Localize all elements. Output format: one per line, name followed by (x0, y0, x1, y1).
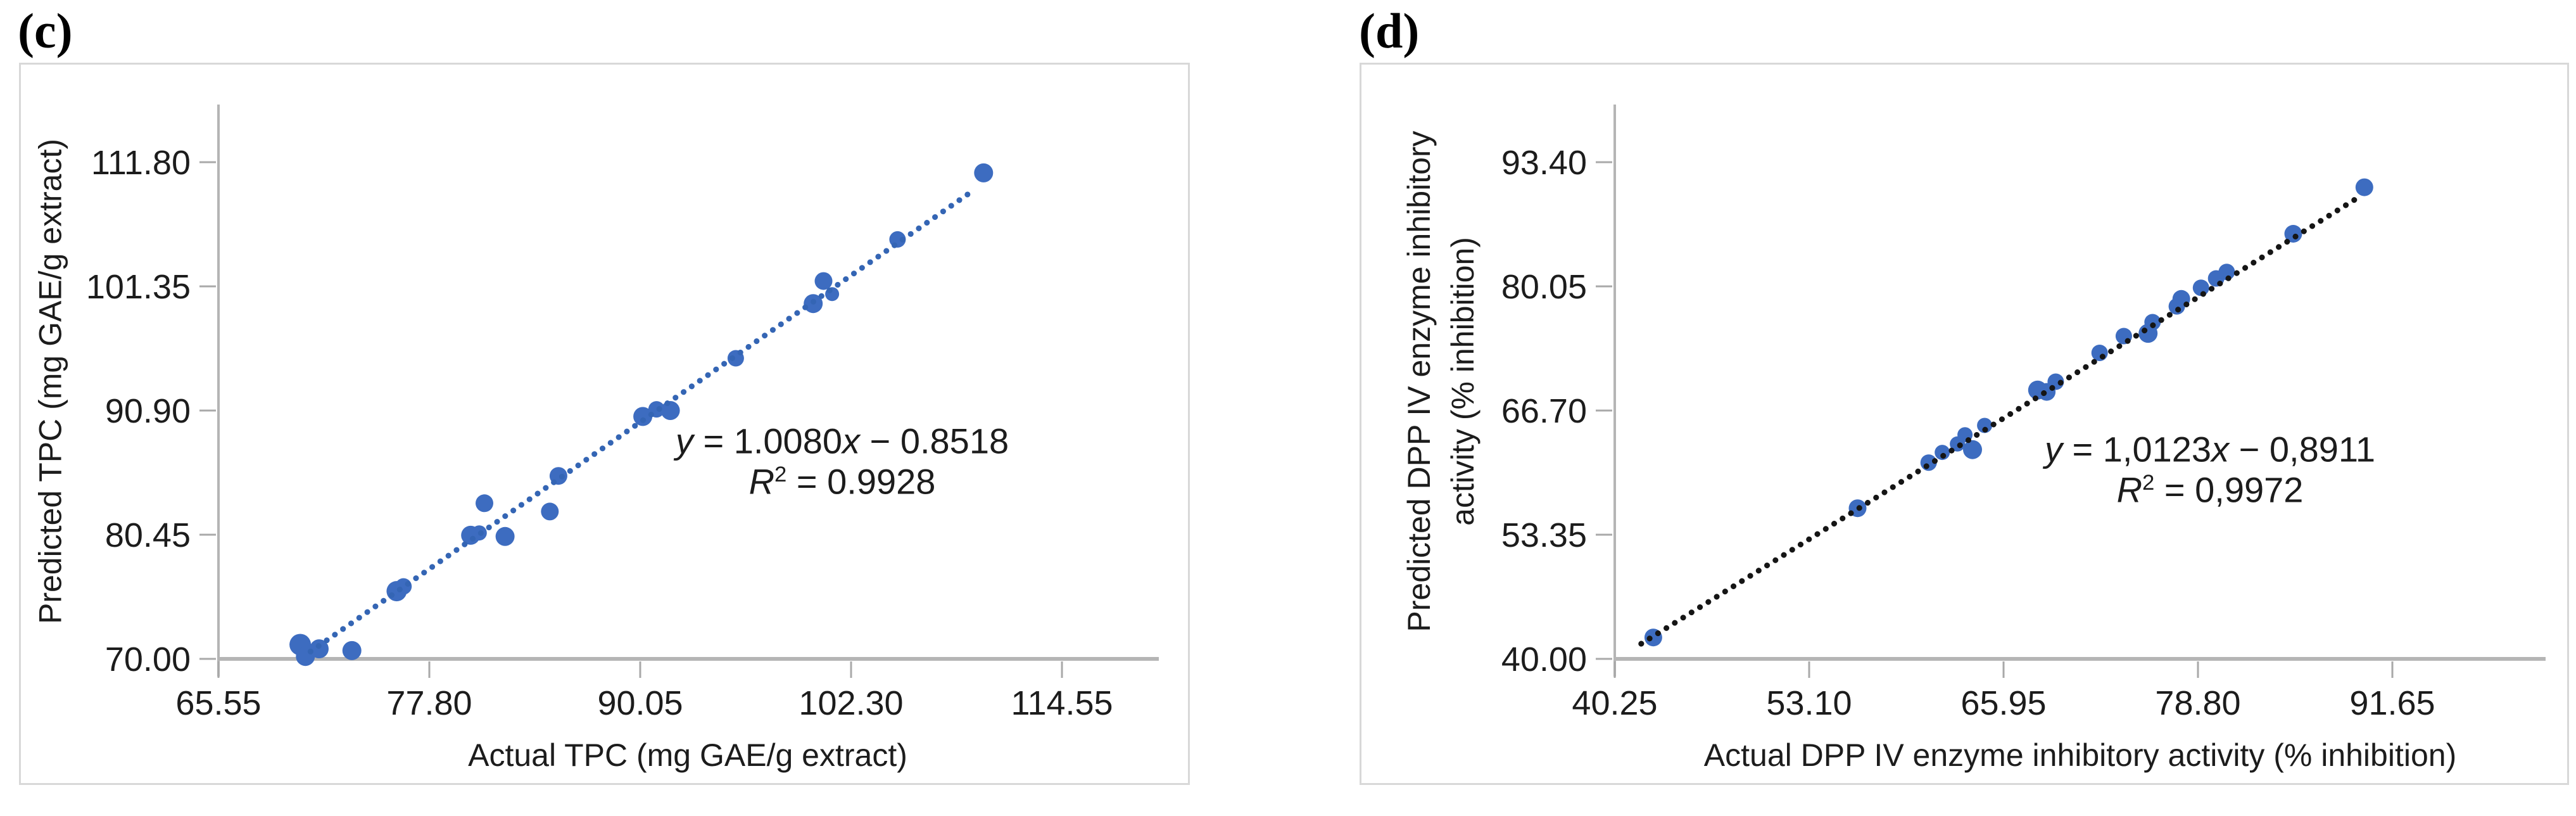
equation-d-intercept: − 0,8911 (2229, 429, 2376, 469)
equation-d: y = 1,0123x − 0,8911 R2 = 0,9972 (2045, 430, 2375, 511)
y-axis-title-d-line1: Predicted DPP IV enzyme inhibitory (1401, 131, 1437, 632)
equation-d-yvar: y (2044, 429, 2062, 469)
equation-c-rvalue: = 0.9928 (786, 462, 936, 502)
y-tick-label: 66.70 (1501, 392, 1587, 430)
equation-c-line2: R2 = 0.9928 (676, 462, 1009, 502)
y-tick-label: 70.00 (105, 641, 191, 679)
x-tick-label: 77.80 (386, 684, 472, 722)
x-tick-label: 91.65 (2349, 684, 2435, 722)
equation-c-slope: = 1.0080 (693, 421, 842, 461)
data-point (310, 639, 329, 659)
x-tick-label: 53.10 (1766, 684, 1852, 722)
x-axis-title-c: Actual TPC (mg GAE/g extract) (468, 737, 907, 773)
equation-c-rsup: 2 (774, 462, 787, 487)
data-point (2144, 314, 2161, 331)
x-tick-label: 78.80 (2155, 684, 2240, 722)
data-point (1935, 445, 1950, 461)
y-tick-label: 53.35 (1501, 516, 1587, 554)
equation-c-line1: y = 1.0080x − 0.8518 (676, 421, 1009, 462)
panel-d-label: (d) (1359, 3, 1420, 58)
data-point (660, 401, 680, 420)
data-point (1977, 418, 1993, 433)
trendline (1638, 196, 2358, 647)
y-tick-label: 80.05 (1501, 268, 1587, 306)
panel-c-label: (c) (18, 3, 73, 58)
trendline (307, 189, 975, 654)
x-tick-label: 65.55 (175, 684, 261, 722)
y-tick-label: 101.35 (86, 268, 191, 306)
x-tick-label: 90.05 (597, 684, 683, 722)
data-point (342, 641, 362, 660)
data-point (814, 272, 833, 290)
y-axis-title-d-line2: activity (% inhibition) (1445, 237, 1481, 526)
equation-c-xvar: x (842, 421, 860, 461)
data-point (476, 494, 493, 513)
equation-d-line2: R2 = 0,9972 (2045, 470, 2375, 511)
equation-c-intercept: − 0.8518 (860, 421, 1009, 461)
y-tick-label: 111.80 (91, 144, 191, 182)
x-tick-label: 40.25 (1572, 684, 1657, 722)
y-axis-title-c: Predicted TPC (mg GAE/g extract) (32, 139, 68, 624)
x-tick-label: 102.30 (799, 684, 903, 722)
equation-d-xvar: x (2211, 429, 2230, 469)
x-tick-label: 114.55 (1011, 684, 1113, 722)
equation-d-line1: y = 1,0123x − 0,8911 (2045, 430, 2375, 470)
y-axis-title-d: Predicted DPP IV enzyme inhibitory activ… (1398, 131, 1485, 632)
data-point (395, 578, 412, 595)
y-tick-label: 80.45 (105, 516, 191, 554)
equation-d-rvar: R (2116, 470, 2143, 510)
equation-d-rsup: 2 (2142, 471, 2155, 495)
data-point (495, 526, 515, 546)
y-tick-label: 90.90 (105, 392, 191, 430)
data-point (2218, 264, 2235, 281)
equation-d-rvalue: = 0,9972 (2154, 470, 2304, 510)
equation-c-rvar: R (748, 462, 775, 502)
data-point (541, 502, 559, 521)
panel-c-frame (19, 63, 1190, 785)
x-axis-title-d: Actual DPP IV enzyme inhibitory activity… (1703, 737, 2457, 773)
x-tick-label: 65.95 (1960, 684, 2046, 722)
equation-c: y = 1.0080x − 0.8518 R2 = 0.9928 (676, 421, 1009, 503)
data-point (2355, 178, 2373, 196)
data-point (974, 163, 994, 182)
data-point (2091, 345, 2108, 361)
y-tick-label: 93.40 (1501, 144, 1587, 182)
data-point (633, 407, 653, 426)
data-point (1963, 440, 1982, 459)
equation-c-yvar: y (675, 421, 693, 461)
y-tick-label: 40.00 (1501, 641, 1587, 679)
equation-d-slope: = 1,0123 (2062, 429, 2212, 469)
